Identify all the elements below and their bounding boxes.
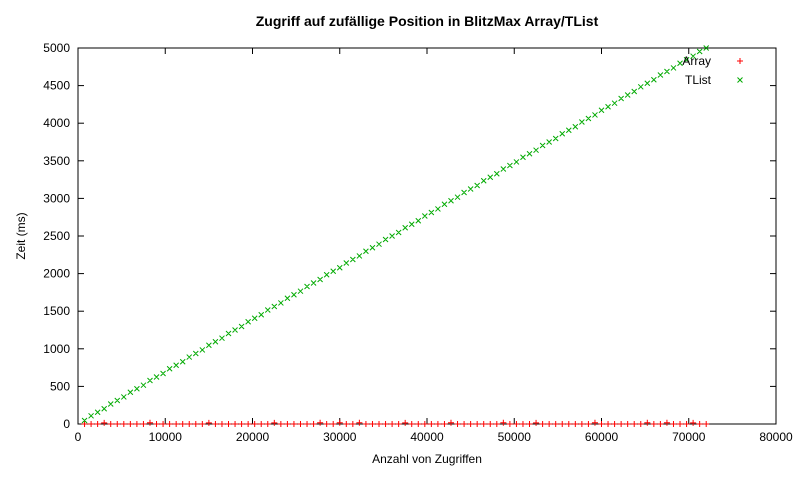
svg-text:1000: 1000 (43, 342, 70, 356)
svg-text:80000: 80000 (759, 430, 793, 444)
svg-text:2000: 2000 (43, 267, 70, 281)
series-array-points (81, 419, 710, 427)
chart-title: Zugriff auf zufällige Position in BlitzM… (255, 13, 599, 29)
svg-text:3000: 3000 (43, 191, 70, 205)
svg-text:60000: 60000 (585, 430, 619, 444)
legend-marker-tlist-icon (737, 77, 743, 83)
svg-text:30000: 30000 (323, 430, 357, 444)
x-axis-ticks (77, 48, 777, 424)
svg-text:50000: 50000 (498, 430, 532, 444)
series-tlist-points (81, 45, 710, 424)
legend-marker-array-icon (737, 58, 743, 64)
svg-text:0: 0 (75, 430, 82, 444)
legend-label-array: Array (682, 54, 711, 68)
svg-text:20000: 20000 (236, 430, 270, 444)
plot-frame (77, 47, 777, 425)
y-axis-ticks (78, 47, 776, 425)
svg-text:0: 0 (63, 417, 70, 431)
svg-text:40000: 40000 (410, 430, 444, 444)
svg-text:70000: 70000 (672, 430, 706, 444)
svg-text:10000: 10000 (149, 430, 183, 444)
x-axis-title: Anzahl von Zugriffen (372, 452, 482, 466)
y-tick-labels: 0 500 1000 1500 2000 2500 3000 3500 4000 4500 5000 (43, 41, 70, 431)
svg-text:4500: 4500 (43, 79, 70, 93)
legend: Array TList (682, 54, 743, 87)
svg-text:2500: 2500 (43, 229, 70, 243)
svg-text:3500: 3500 (43, 154, 70, 168)
svg-text:1500: 1500 (43, 304, 70, 318)
svg-text:4000: 4000 (43, 116, 70, 130)
svg-text:500: 500 (50, 379, 70, 393)
svg-text:5000: 5000 (43, 41, 70, 55)
x-tick-labels: 0 10000 20000 30000 40000 50000 60000 70000 8000… (75, 430, 793, 444)
legend-label-tlist: TList (685, 73, 712, 87)
